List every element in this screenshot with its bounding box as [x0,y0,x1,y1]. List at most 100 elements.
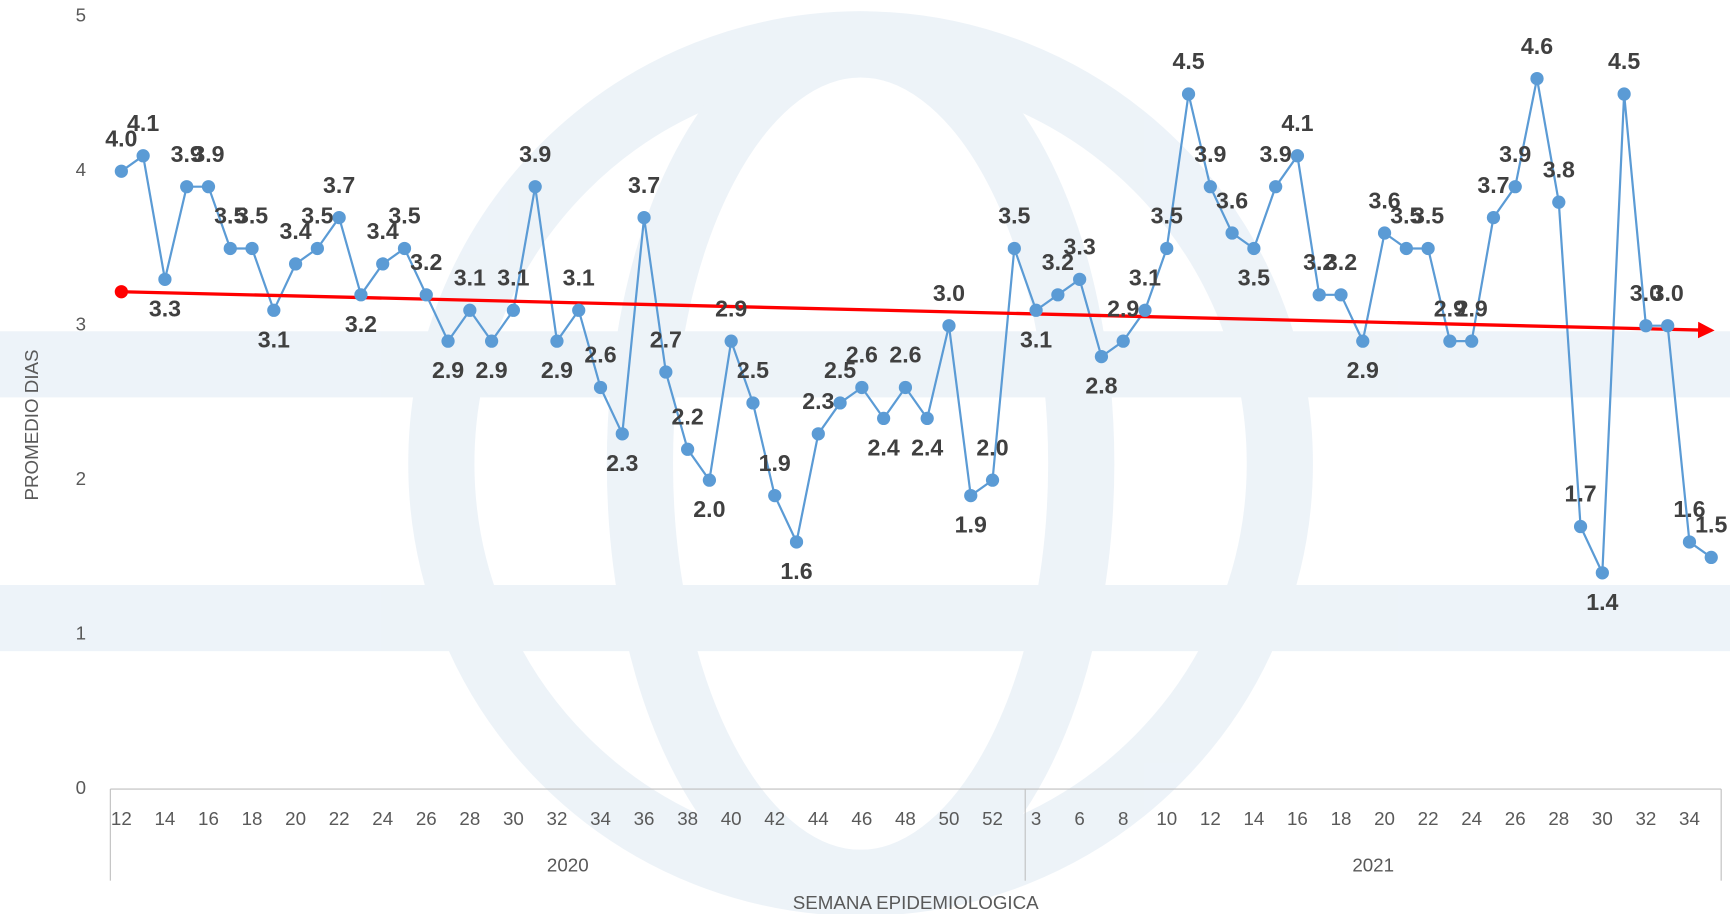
data-label: 3.6 [1368,187,1400,213]
data-label: 3.2 [410,249,442,275]
data-point [245,241,259,256]
data-point [615,427,629,441]
data-point [659,365,673,379]
data-label: 3.9 [171,141,203,167]
data-label: 3.3 [149,295,181,321]
data-label: 4.6 [1521,33,1553,59]
data-label: 3.5 [236,203,268,229]
x-tick-label: 28 [459,808,480,829]
data-label: 1.6 [780,558,812,584]
data-point [376,257,390,271]
x-tick-label: 22 [329,808,350,829]
data-label: 3.9 [1194,141,1226,167]
data-point [1573,519,1588,534]
data-point [332,210,346,225]
data-label: 2.6 [584,342,616,368]
data-point [1007,241,1021,256]
data-point [397,241,412,256]
data-label: 3.6 [1216,187,1248,213]
data-label: 2.3 [606,450,638,476]
data-point [1595,566,1609,580]
data-label: 2.0 [976,434,1008,460]
x-tick-label: 16 [1287,808,1308,829]
y-tick-label: 3 [76,314,86,335]
data-point [593,380,608,395]
data-label: 3.9 [1260,141,1292,167]
data-point [180,180,194,194]
data-label: 3.5 [998,203,1030,229]
data-point [1682,535,1697,549]
data-label: 3.2 [1303,249,1335,275]
data-point [811,427,825,441]
data-label: 2.2 [672,404,704,430]
data-label: 2.5 [737,357,769,383]
data-label: 1.9 [759,450,791,476]
data-point [1704,550,1718,565]
x-tick-label: 8 [1118,808,1128,829]
group-label: 2021 [1352,854,1394,875]
data-point [310,241,324,256]
data-point [964,488,978,503]
data-point [572,303,586,317]
y-tick-label: 0 [76,777,86,798]
data-label: 1.7 [1564,481,1596,507]
data-label: 3.0 [933,280,965,306]
data-point [724,334,738,348]
x-tick-label: 10 [1156,808,1177,829]
x-tick-label: 26 [416,808,437,829]
y-tick-label: 2 [76,468,86,489]
x-tick-label: 24 [372,808,393,829]
data-point [136,149,150,163]
x-tick-label: 50 [939,808,960,829]
data-point [681,442,695,456]
data-label: 3.3 [1064,234,1096,260]
data-point [942,319,956,333]
data-label: 1.6 [1673,496,1705,522]
data-point [114,164,128,178]
data-point [223,241,237,256]
x-tick-label: 48 [895,808,916,829]
data-point [1377,226,1392,240]
data-label: 2.9 [432,357,464,383]
data-label: 2.9 [1107,295,1139,321]
y-axis-title: PROMEDIO DIAS [21,349,42,500]
data-point [789,535,804,549]
y-tick-label: 1 [76,623,86,644]
data-point [484,334,499,348]
x-tick-label: 28 [1548,808,1569,829]
data-label: 2.3 [802,388,834,414]
group-label: 2020 [547,854,589,875]
data-point [746,396,760,410]
data-label: 3.1 [563,264,595,290]
data-label: 2.6 [846,342,878,368]
data-point [1421,241,1435,256]
data-label: 4.0 [105,125,137,151]
x-tick-label: 52 [982,808,1003,829]
data-label: 2.4 [868,434,900,460]
x-tick-label: 3 [1031,808,1041,829]
data-label: 3.4 [279,218,311,244]
data-point [1290,149,1305,163]
data-point [1508,180,1522,194]
data-point [288,257,303,271]
x-tick-label: 24 [1461,808,1482,829]
data-point [702,473,717,487]
data-label: 2.9 [1347,357,1379,383]
x-tick-label: 36 [634,808,655,829]
data-label: 2.6 [889,342,921,368]
x-tick-label: 14 [154,808,175,829]
x-tick-label: 20 [1374,808,1395,829]
data-label: 1.5 [1695,512,1727,538]
data-point [985,473,1000,487]
data-label: 3.9 [1499,141,1531,167]
data-label: 3.1 [497,264,529,290]
x-tick-label: 12 [1200,808,1221,829]
x-tick-label: 18 [242,808,263,829]
data-label: 3.1 [1129,264,1161,290]
data-point [1116,334,1130,348]
data-point [550,334,564,348]
x-tick-label: 30 [503,808,524,829]
data-label: 2.8 [1085,373,1117,399]
x-axis-title: SEMANA EPIDEMIOLOGICA [793,892,1039,913]
data-point [920,411,934,426]
